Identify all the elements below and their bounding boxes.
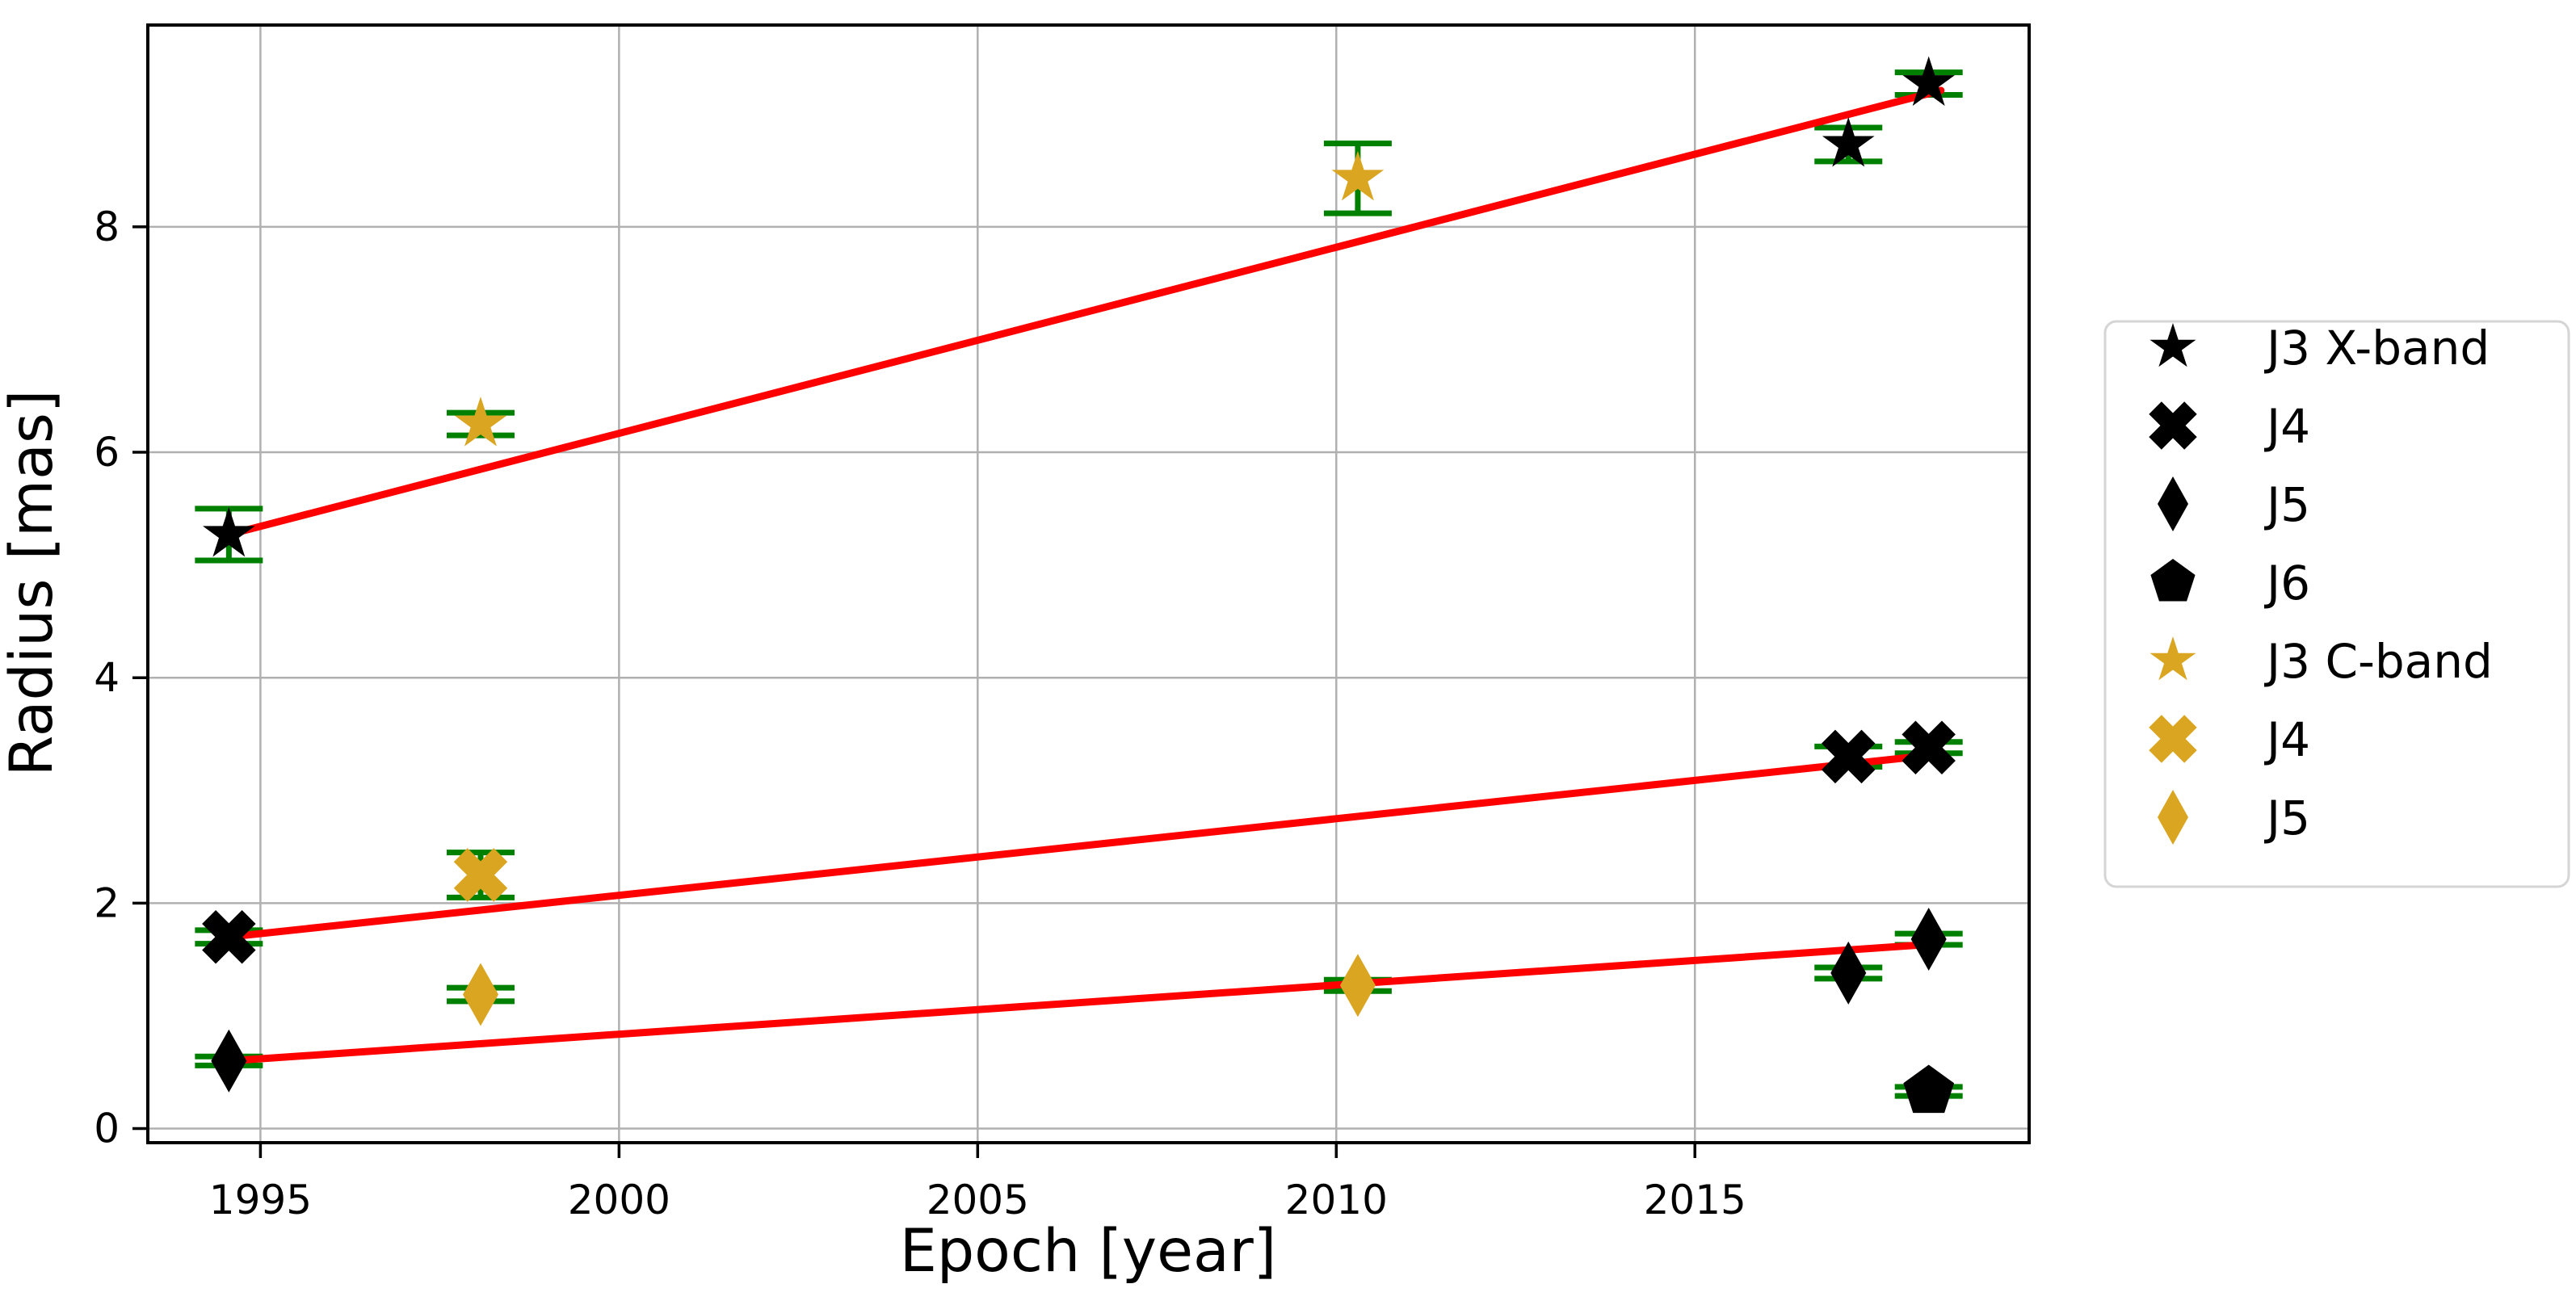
fit-line-J4 — [225, 750, 1943, 941]
legend-item: J3 C-band — [2149, 634, 2493, 689]
legend-item: J4 — [2149, 399, 2310, 454]
data-point-thick-x — [202, 910, 256, 964]
legend-label: J3 C-band — [2264, 634, 2493, 689]
y-axis-label: Radius [mas] — [0, 390, 66, 777]
legend-item: J5 — [2158, 790, 2310, 846]
legend-item: J5 — [2158, 476, 2310, 532]
fit-line-J5 — [225, 940, 1943, 1065]
legend-label: J5 — [2264, 791, 2310, 846]
fit-line-J3 — [225, 86, 1945, 539]
data-point-thin-diamond — [1910, 908, 1947, 971]
legend-marker-thin-diamond — [2158, 790, 2188, 845]
data-point-thin-diamond — [1339, 954, 1376, 1018]
y-tick-label: 2 — [94, 879, 120, 926]
x-tick-label: 2000 — [568, 1177, 670, 1223]
legend-box — [2103, 320, 2570, 888]
legend-marker-pentagon — [2150, 559, 2196, 602]
y-tick-label: 0 — [94, 1106, 120, 1152]
y-tick-label: 6 — [94, 429, 120, 476]
legend-item: J3 X-band — [2149, 321, 2490, 376]
legend: J3 X-band J4 J5 J6 J3 C-band J4 J5 — [2103, 320, 2570, 888]
axes-layer — [132, 23, 2031, 1158]
data-point-thick-x — [1902, 720, 1956, 774]
legend-marker-star — [2149, 636, 2196, 681]
fit-lines-layer — [225, 86, 1945, 1065]
data-markers-layer — [202, 56, 1956, 1114]
data-point-thin-diamond — [211, 1029, 247, 1093]
x-tick-label: 2005 — [927, 1177, 1029, 1223]
data-point-star — [1331, 150, 1385, 201]
data-point-thin-diamond — [1830, 941, 1867, 1005]
data-point-thick-x — [1822, 729, 1876, 784]
data-point-thin-diamond — [462, 963, 498, 1026]
plot-border — [146, 23, 2031, 1144]
data-point-star — [202, 506, 255, 557]
x-axis-label: Epoch [year] — [900, 1217, 1277, 1286]
legend-label: J3 X-band — [2264, 321, 2490, 376]
data-point-thick-x — [453, 848, 508, 902]
x-tick-label: 2010 — [1285, 1177, 1388, 1223]
legend-marker-thin-diamond — [2158, 476, 2188, 531]
data-point-star — [1902, 56, 1956, 107]
tick-labels-layer: 1995 2000 2005 2010 2015 0 2 4 6 8 — [94, 204, 1746, 1223]
grid-layer — [148, 25, 2029, 1143]
legend-label: J5 — [2264, 477, 2310, 532]
legend-marker-thick-x — [2149, 401, 2197, 450]
legend-item: J6 — [2150, 556, 2310, 611]
legend-item: J4 — [2149, 712, 2310, 767]
legend-label: J4 — [2264, 712, 2310, 767]
data-point-pentagon — [1903, 1064, 1955, 1114]
data-point-star — [454, 397, 507, 447]
legend-label: J4 — [2264, 399, 2310, 454]
y-tick-label: 8 — [94, 204, 120, 250]
legend-label: J6 — [2264, 556, 2310, 611]
legend-marker-star — [2149, 323, 2196, 367]
x-tick-label: 2015 — [1644, 1177, 1746, 1223]
y-tick-label: 4 — [94, 654, 120, 701]
data-point-star — [1822, 116, 1875, 167]
legend-marker-thick-x — [2149, 715, 2197, 763]
x-tick-label: 1995 — [209, 1177, 312, 1223]
